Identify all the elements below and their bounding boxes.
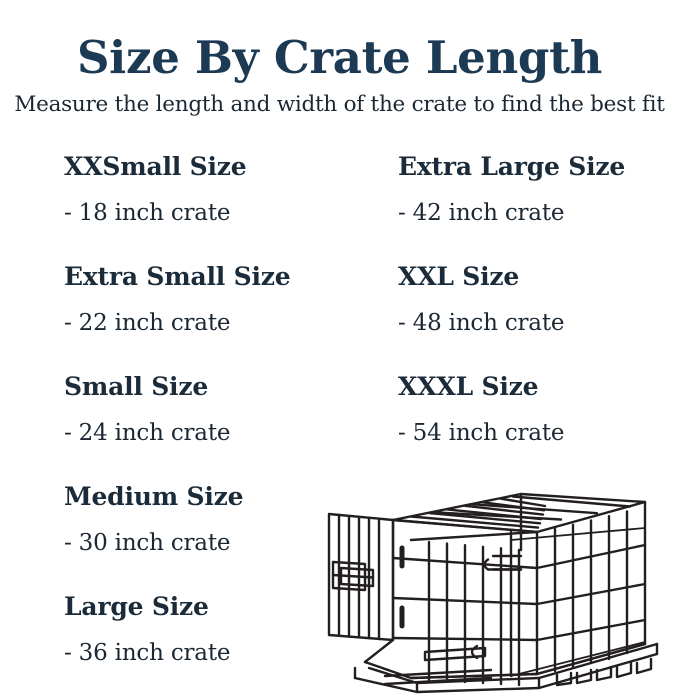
- wire-dog-crate-icon: [327, 492, 659, 694]
- size-entry: Extra Large Size - 42 inch crate: [398, 140, 668, 250]
- size-list: XXSmall Size - 18 inch crate Extra Small…: [0, 140, 679, 697]
- size-entry-name: Extra Small Size: [64, 262, 291, 291]
- size-entry-desc: - 18 inch crate: [64, 200, 231, 226]
- size-entry-name: Large Size: [64, 592, 209, 621]
- size-entry: XXL Size - 48 inch crate: [398, 250, 668, 360]
- size-entry: Medium Size - 30 inch crate: [64, 470, 364, 580]
- size-entry-name: XXSmall Size: [64, 152, 247, 181]
- size-entry-name: Small Size: [64, 372, 209, 401]
- size-entry-desc: - 42 inch crate: [398, 200, 565, 226]
- size-entry: Large Size - 36 inch crate: [64, 580, 364, 690]
- size-column-left: XXSmall Size - 18 inch crate Extra Small…: [64, 140, 364, 690]
- size-entry-desc: - 24 inch crate: [64, 420, 231, 446]
- wire-dog-crate-illustration: [325, 480, 677, 697]
- size-entry-desc: - 54 inch crate: [398, 420, 565, 446]
- size-entry: Small Size - 24 inch crate: [64, 360, 364, 470]
- size-entry-name: Extra Large Size: [398, 152, 626, 181]
- size-entry-name: Medium Size: [64, 482, 244, 511]
- size-entry-name: XXL Size: [398, 262, 520, 291]
- size-entry: Extra Small Size - 22 inch crate: [64, 250, 364, 360]
- page-title: Size By Crate Length: [76, 31, 602, 85]
- size-entry: XXXL Size - 54 inch crate: [398, 360, 668, 470]
- size-entry-desc: - 36 inch crate: [64, 640, 231, 666]
- size-entry-desc: - 48 inch crate: [398, 310, 565, 336]
- size-entry-desc: - 22 inch crate: [64, 310, 231, 336]
- size-entry-desc: - 30 inch crate: [64, 530, 231, 556]
- page-subtitle: Measure the length and width of the crat…: [14, 91, 665, 117]
- size-entry: XXSmall Size - 18 inch crate: [64, 140, 364, 250]
- size-column-right: Extra Large Size - 42 inch crate XXL Siz…: [398, 140, 668, 470]
- size-entry-name: XXXL Size: [398, 372, 539, 401]
